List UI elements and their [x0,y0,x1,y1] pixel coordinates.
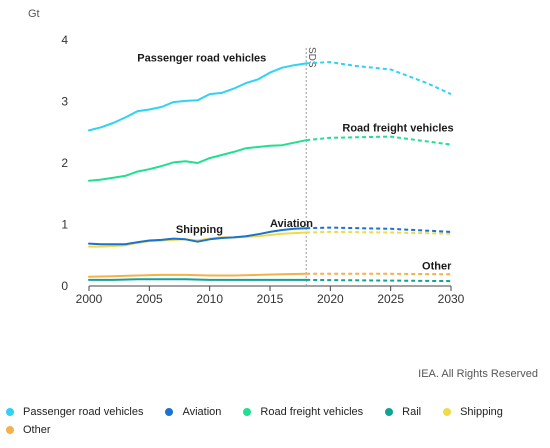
y-tick-label-2: 2 [61,156,68,170]
y-axis-unit: Gt [28,8,40,20]
legend-swatch-rail [385,408,394,416]
legend: Passenger road vehicles Aviation Road frei… [6,406,542,436]
x-tick-label-2030: 2030 [438,292,465,306]
series-line-shipping-projected [306,230,452,235]
legend-item-shipping: Shipping [443,406,503,418]
x-tick-label-2020: 2020 [317,292,344,306]
x-axis-ticks: 2000 2005 2010 2015 2020 2025 2030 [76,286,465,306]
series-label-shipping: Shipping [176,224,223,236]
legend-label-shipping: Shipping [460,406,503,418]
series-line-rail-projected [306,278,452,283]
y-tick-label-0: 0 [61,279,68,293]
series-line-road-freight-vehicles-projected [306,135,452,146]
legend-swatch-aviation [165,408,174,416]
legend-label-rail: Rail [402,406,422,418]
x-tick-label-2010: 2010 [196,292,223,306]
x-tick-label-2000: 2000 [76,292,103,306]
legend-label-road-freight-vehicles: Road freight vehicles [260,406,364,418]
series-line-shipping-historical [88,231,308,248]
x-tick-label-2015: 2015 [257,292,284,306]
series-line-road-freight-vehicles-historical [88,139,308,182]
series-label-other: Other [422,260,452,272]
series-line-other-historical [88,272,308,278]
series-layer [88,61,452,283]
series-label-passenger-road-vehicles: Passenger road vehicles [137,53,266,65]
y-axis-ticks: 0 1 2 3 4 [61,33,68,293]
legend-swatch-road-freight-vehicles [243,408,252,416]
credit-text: IEA. All Rights Reserved [418,368,538,380]
legend-item-other: Other [6,424,51,436]
series-labels: Passenger road vehicles Aviation Road frei… [137,53,453,273]
projection-sds-label: SDS [306,47,317,68]
series-line-passenger-road-vehicles-historical [88,62,308,132]
y-tick-label-1: 1 [61,218,68,232]
series-label-road-freight-vehicles: Road freight vehicles [342,123,453,135]
series-line-rail-historical [88,278,308,281]
y-tick-label-4: 4 [61,33,68,47]
legend-swatch-shipping [443,408,452,416]
legend-swatch-passenger-road-vehicles [6,408,14,416]
legend-item-rail: Rail [385,406,421,418]
y-tick-label-3: 3 [61,95,68,109]
x-tick-label-2005: 2005 [136,292,163,306]
series-line-other-projected [306,272,452,276]
series-line-aviation-historical [88,227,308,246]
legend-label-aviation: Aviation [182,406,222,418]
series-line-passenger-road-vehicles-projected [306,61,452,96]
legend-item-aviation: Aviation [165,406,221,418]
legend-label-other: Other [23,424,51,436]
transport-emissions-chart: Gt 0 1 2 3 4 2000 2005 2010 2015 2020 2025 2030 SD… [28,8,465,306]
legend-item-road-freight-vehicles: Road freight vehicles [243,406,363,418]
legend-item-passenger-road-vehicles: Passenger road vehicles [6,406,143,418]
x-tick-label-2025: 2025 [377,292,404,306]
series-label-aviation: Aviation [270,218,313,230]
legend-label-passenger-road-vehicles: Passenger road vehicles [23,406,144,418]
legend-swatch-other [6,426,14,434]
series-line-aviation-projected [306,226,452,233]
